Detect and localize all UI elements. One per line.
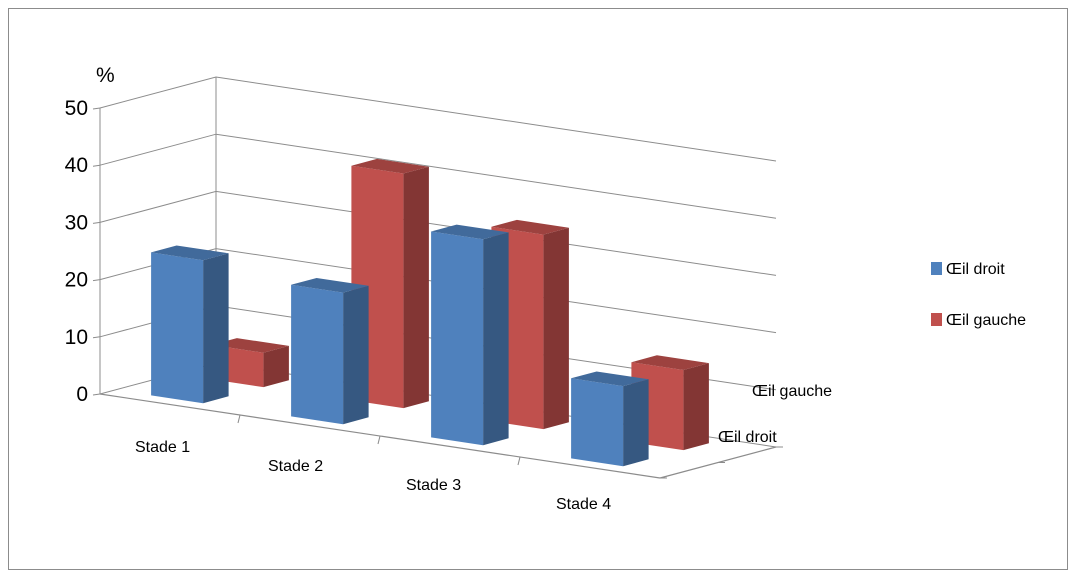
bar-top	[631, 355, 709, 370]
depth-label-oeil-gauche: Œil gauche	[752, 383, 832, 400]
y-tick-mark-30	[92, 221, 101, 224]
bar-side	[623, 379, 649, 467]
bar-side	[343, 285, 369, 425]
legend-label-oeil-droit: Œil droit	[946, 261, 1005, 278]
y-tick-labels: 0 10 20 30 40 50	[65, 97, 88, 406]
bar-oeil-droit-stade-1	[151, 245, 229, 404]
bar-side	[683, 363, 709, 451]
bar-side	[403, 166, 429, 409]
x-tick-label-stade-1: Stade 1	[135, 439, 190, 456]
legend-swatch-oeil-gauche	[931, 313, 942, 326]
x-tick-mark-1	[237, 414, 241, 424]
bar-front	[151, 252, 204, 404]
bar-front	[291, 284, 344, 425]
bar-side	[203, 253, 229, 404]
y-tick-mark-40	[92, 164, 101, 167]
x-tick-mark-2	[377, 435, 381, 445]
y-tick-mark-20	[92, 279, 101, 282]
y-tick-label-40: 40	[65, 154, 88, 177]
x-tick-label-stade-4: Stade 4	[556, 496, 611, 513]
bar-side	[543, 227, 569, 430]
gridline-50	[99, 76, 777, 162]
bar-top	[491, 219, 569, 235]
bar-side	[483, 232, 509, 446]
y-axis-title: %	[96, 64, 115, 87]
y-tick-label-10: 10	[65, 326, 88, 349]
legend: Œil droit Œil gauche	[931, 261, 1026, 329]
bar-oeil-droit-stade-2	[291, 278, 369, 425]
y-tick-label-30: 30	[65, 211, 88, 234]
bar-front	[571, 378, 624, 467]
y-tick-mark-0	[92, 393, 101, 396]
bar-front	[431, 231, 484, 446]
bar-oeil-droit-stade-3	[431, 224, 509, 446]
x-tick-label-stade-3: Stade 3	[406, 477, 461, 494]
x-tick-label-stade-2: Stade 2	[268, 458, 323, 475]
y-tick-label-50: 50	[65, 97, 88, 120]
y-tick-label-20: 20	[65, 269, 88, 292]
x-tick-mark-3	[517, 456, 521, 466]
bar-top	[431, 224, 509, 240]
y-tick-mark-10	[92, 336, 101, 339]
legend-swatch-oeil-droit	[931, 262, 942, 275]
bar-top	[571, 371, 649, 387]
gridline-40	[99, 133, 777, 219]
y-tick-mark-50	[92, 107, 101, 110]
y-tick-label-0: 0	[76, 383, 88, 406]
bar-top	[351, 158, 429, 174]
bar-oeil-droit-stade-4	[571, 371, 649, 467]
bar-top	[151, 245, 229, 261]
legend-label-oeil-gauche: Œil gauche	[946, 312, 1026, 329]
floor-layer	[99, 393, 783, 479]
bar-side	[263, 345, 289, 388]
depth-label-oeil-droit: Œil droit	[718, 429, 777, 446]
bars-front-row	[151, 224, 649, 467]
bar-top	[211, 338, 289, 353]
bar-top	[291, 278, 369, 293]
